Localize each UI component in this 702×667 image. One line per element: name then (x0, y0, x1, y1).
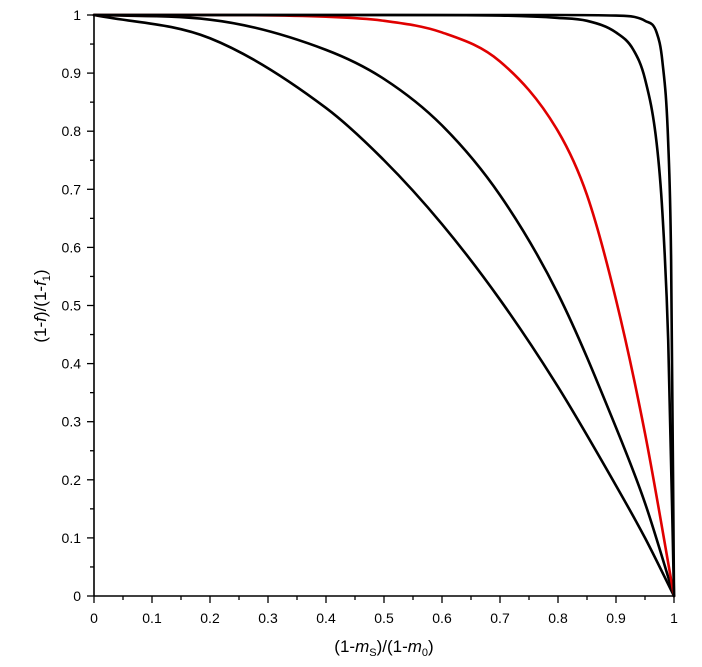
x-tick-label: 0.4 (316, 610, 336, 626)
y-tick-label: 0.8 (62, 123, 82, 139)
tick-marks (87, 14, 675, 603)
series-line-5 (92, 13, 676, 598)
x-tick-label: 0.6 (432, 610, 452, 626)
y-tick-label: 0.1 (62, 530, 82, 546)
x-tick-label: 0.1 (142, 610, 162, 626)
x-tick-label: 0 (90, 610, 98, 626)
y-title-mid: )/(1- (31, 286, 50, 317)
y-title-sub2: 1 (41, 275, 53, 281)
y-tick-label: 0.6 (62, 239, 82, 255)
series-line-2 (92, 13, 676, 598)
x-title-post: ) (428, 637, 434, 656)
y-tick-label: 0.5 (62, 298, 82, 314)
y-tick-label: 0.4 (62, 356, 82, 372)
y-tick-label: 0.9 (62, 65, 82, 81)
y-tick-label: 1 (73, 7, 81, 23)
y-tick-label: 0 (73, 588, 81, 604)
x-title-mid: )/(1- (377, 637, 408, 656)
y-title-var2: f (31, 279, 50, 286)
x-title-var2: m (408, 637, 422, 656)
series-line-1 (92, 13, 676, 598)
y-tick-label: 0.3 (62, 414, 82, 430)
y-tick-label: 0.2 (62, 472, 82, 488)
series-line-4 (92, 13, 676, 598)
y-title-post: ) (31, 269, 50, 275)
y-title-pre: (1- (31, 322, 50, 343)
x-tick-label: 0.2 (200, 610, 220, 626)
x-title-pre: (1- (334, 637, 355, 656)
x-tick-label: 1 (670, 610, 678, 626)
y-title-var: f (31, 315, 50, 322)
x-tick-label: 0.5 (374, 610, 394, 626)
x-tick-label: 0.7 (490, 610, 510, 626)
series-line-3 (92, 13, 676, 598)
x-title-sub2: 0 (422, 647, 428, 659)
y-axis-title: (1-f)/(1-f1) (31, 269, 53, 342)
tick-labels: 0 0.1 0.2 0.3 0.4 0.5 0.6 0.7 0.8 0.9 1 0 0.1 0.2 0.3 0… (62, 7, 679, 626)
x-tick-label: 0.9 (606, 610, 626, 626)
series-layer (92, 13, 676, 598)
x-axis-title: (1-mS)/(1-m0) (334, 637, 433, 659)
x-tick-label: 0.8 (548, 610, 568, 626)
y-tick-label: 0.7 (62, 181, 82, 197)
x-title-sub: S (369, 647, 376, 659)
x-tick-label: 0.3 (258, 610, 278, 626)
x-title-var: m (355, 637, 369, 656)
